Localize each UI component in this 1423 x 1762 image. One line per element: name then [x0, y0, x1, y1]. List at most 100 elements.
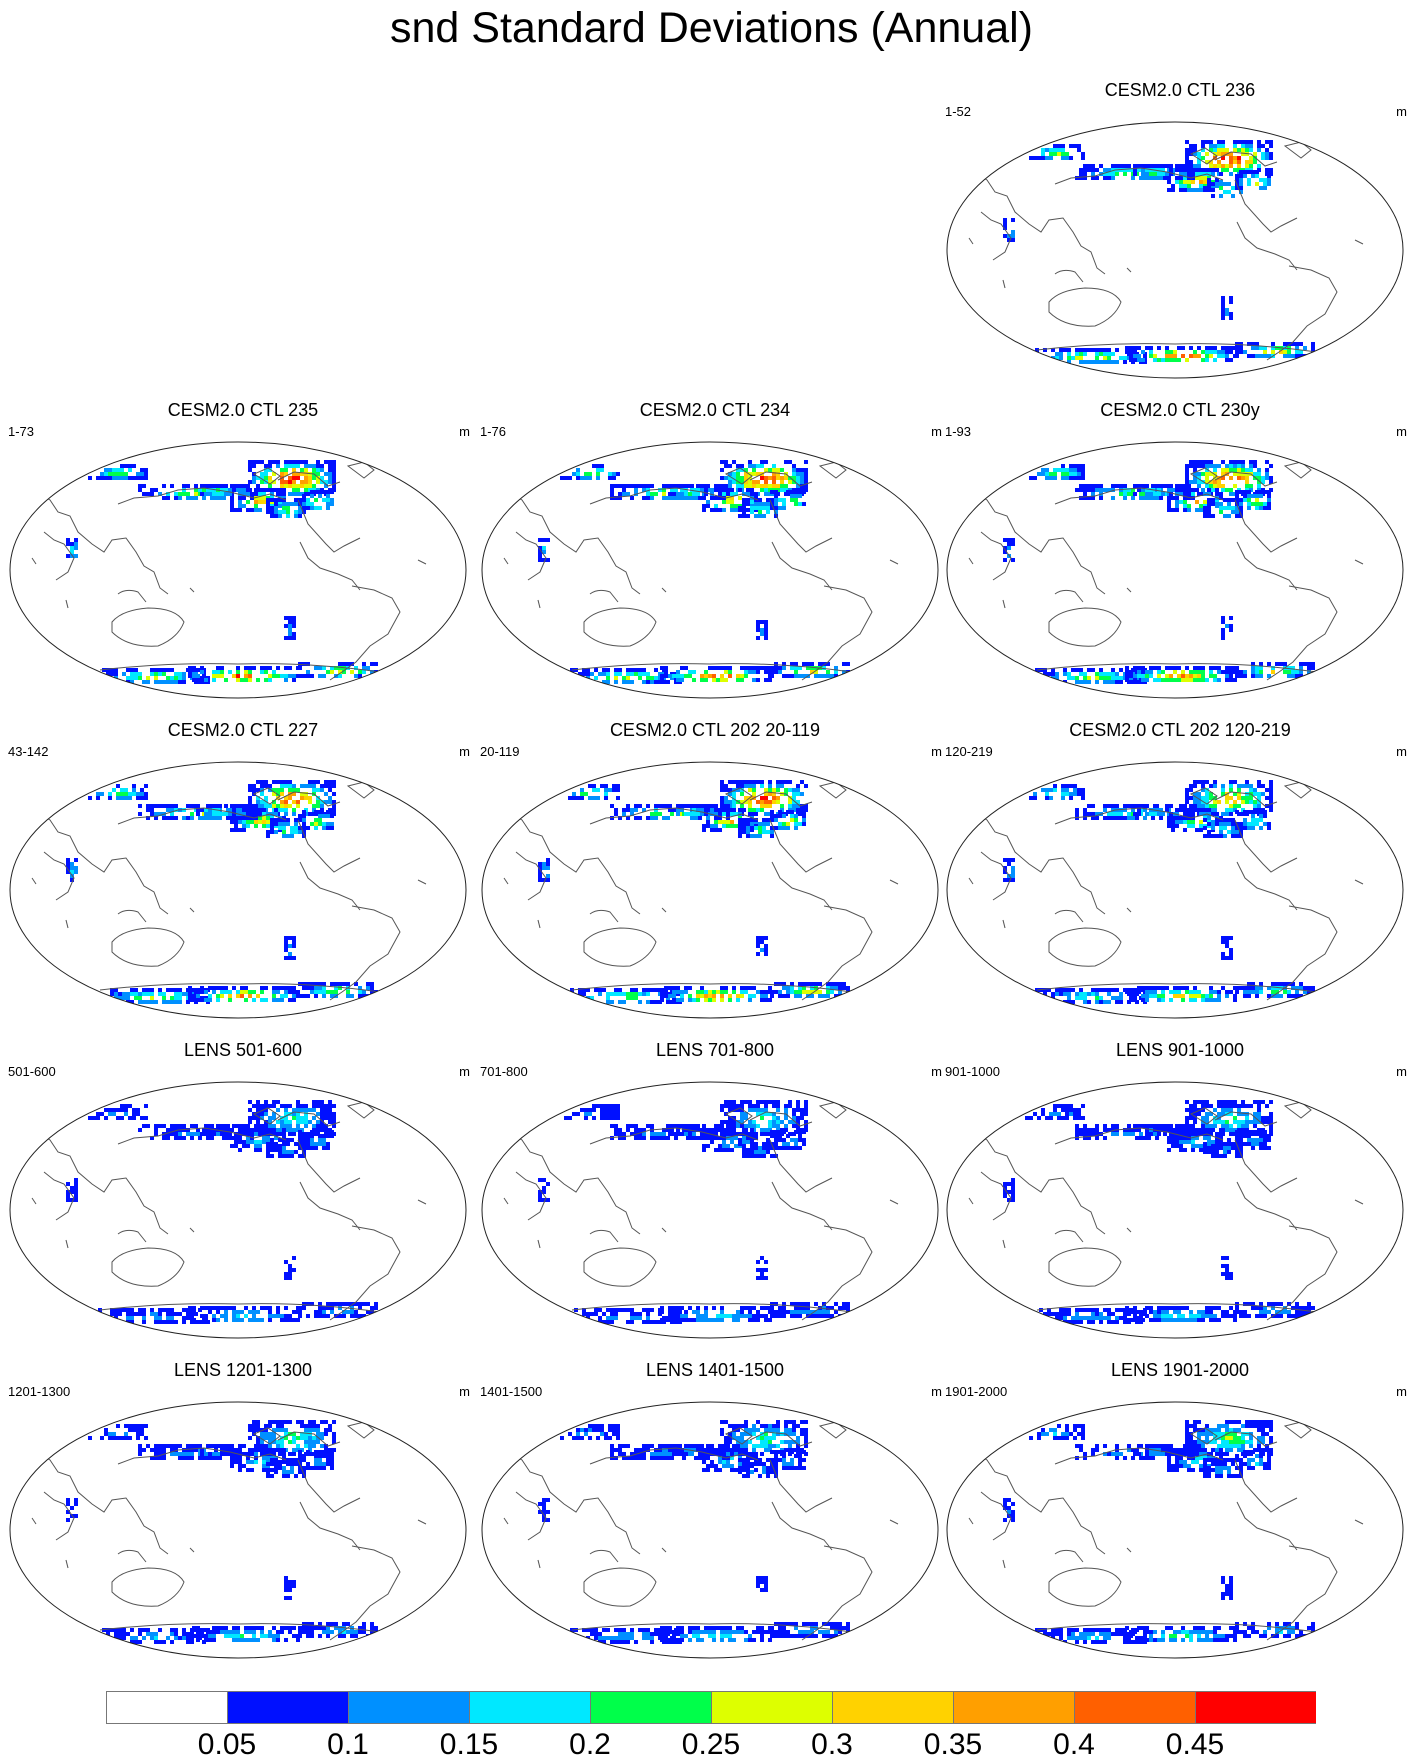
snd-cell	[268, 484, 272, 488]
snd-cell	[1209, 140, 1213, 144]
snd-cell	[132, 784, 136, 788]
snd-cell	[314, 986, 318, 990]
snd-cell	[1103, 1000, 1107, 1004]
snd-cell	[842, 662, 846, 666]
snd-cell	[1083, 1000, 1087, 1004]
snd-cell	[262, 1136, 266, 1140]
snd-cell	[1221, 308, 1225, 312]
snd-cell	[1225, 796, 1229, 800]
snd-cell	[1239, 826, 1243, 830]
snd-cell	[274, 488, 278, 492]
snd-cell	[276, 460, 280, 464]
snd-cell	[212, 986, 216, 990]
snd-cell	[1231, 194, 1235, 198]
snd-cell	[186, 492, 190, 496]
snd-cell	[1107, 348, 1111, 352]
snd-cell	[320, 468, 324, 472]
snd-cell	[1011, 234, 1015, 238]
snd-cell	[1007, 858, 1011, 862]
snd-cell	[264, 780, 268, 784]
snd-cell	[288, 1264, 292, 1268]
snd-cell	[132, 1116, 136, 1120]
snd-cell	[756, 952, 760, 956]
snd-cell	[288, 804, 292, 808]
snd-cell	[748, 800, 752, 804]
snd-cell	[776, 788, 780, 792]
snd-cell	[744, 1100, 748, 1104]
snd-cell	[1233, 678, 1237, 682]
snd-cell	[74, 1190, 78, 1194]
snd-cell	[688, 994, 692, 998]
snd-cell	[1207, 502, 1211, 506]
snd-cell	[248, 784, 252, 788]
snd-cell	[128, 476, 132, 480]
snd-cell	[252, 1310, 256, 1314]
snd-cell	[756, 1124, 760, 1128]
snd-cell	[1087, 1000, 1091, 1004]
snd-cell	[1259, 506, 1263, 510]
snd-cell	[1185, 148, 1189, 152]
snd-cell	[1233, 994, 1237, 998]
snd-cell	[1079, 992, 1083, 996]
snd-cell	[646, 484, 650, 488]
snd-cell	[774, 982, 778, 986]
snd-cell	[1065, 152, 1069, 156]
snd-cell	[1151, 816, 1155, 820]
snd-cell	[1049, 796, 1053, 800]
snd-cell	[144, 1104, 148, 1108]
snd-cell	[1235, 670, 1239, 674]
snd-cell	[182, 1308, 186, 1312]
snd-cell	[676, 670, 680, 674]
snd-cell	[1259, 990, 1263, 994]
snd-cell	[314, 498, 318, 502]
snd-cell	[1205, 796, 1209, 800]
snd-cell	[1215, 492, 1219, 496]
snd-cell	[1181, 354, 1185, 358]
snd-cell	[314, 810, 318, 814]
snd-cell	[714, 828, 718, 832]
snd-cell	[1195, 188, 1199, 192]
snd-cell	[1041, 156, 1045, 160]
snd-cell	[1207, 506, 1211, 510]
snd-cell	[254, 504, 258, 508]
snd-cell	[1169, 168, 1173, 172]
snd-cell	[208, 804, 212, 808]
snd-cell	[116, 784, 120, 788]
snd-cell	[96, 792, 100, 796]
snd-cell	[786, 986, 790, 990]
snd-cell	[256, 1100, 260, 1104]
snd-cell	[686, 496, 690, 500]
snd-cell	[1295, 342, 1299, 346]
snd-cell	[626, 804, 630, 808]
snd-cell	[752, 784, 756, 788]
snd-cell	[288, 492, 292, 496]
snd-cell	[298, 1130, 302, 1134]
snd-cell	[760, 1100, 764, 1104]
snd-cell	[1183, 184, 1187, 188]
snd-cell	[310, 1138, 314, 1142]
snd-cell	[194, 484, 198, 488]
snd-cell	[760, 460, 764, 464]
snd-cell	[1237, 164, 1241, 168]
snd-cell	[1169, 998, 1173, 1002]
snd-cell	[1099, 488, 1103, 492]
snd-cell	[646, 988, 650, 992]
snd-cell	[138, 996, 142, 1000]
snd-cell	[1103, 816, 1107, 820]
snd-cell	[74, 866, 78, 870]
snd-cell	[282, 834, 286, 838]
snd-cell	[300, 484, 304, 488]
snd-cell	[654, 676, 658, 680]
snd-cell	[108, 468, 112, 472]
snd-cell	[748, 1124, 752, 1128]
snd-cell	[718, 508, 722, 512]
snd-cell	[706, 500, 710, 504]
snd-cell	[764, 990, 768, 994]
snd-cell	[1193, 800, 1197, 804]
snd-cell	[646, 680, 650, 684]
snd-cell	[748, 670, 752, 674]
snd-cell	[226, 1136, 230, 1140]
snd-cell	[284, 1306, 288, 1310]
snd-cell	[1053, 784, 1057, 788]
snd-cell	[766, 502, 770, 506]
